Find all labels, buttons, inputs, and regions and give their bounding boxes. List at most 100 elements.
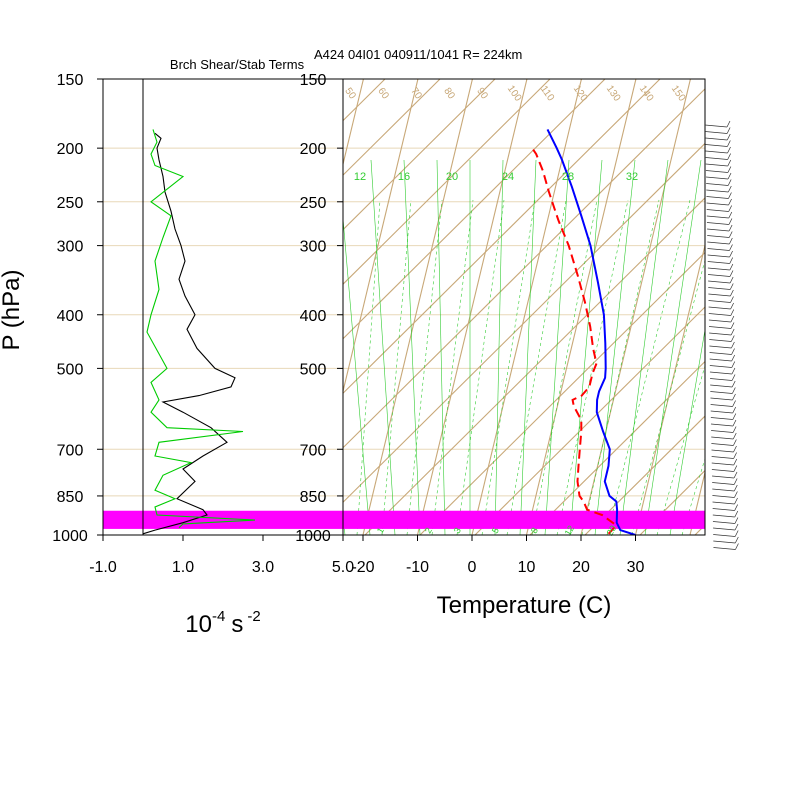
wind-barb-flag [727,140,731,147]
wind-barb-flag [726,127,731,134]
temperature-axis-label: Temperature (C) [437,592,612,619]
wind-barb-flag [731,380,736,388]
left-y-tick-label: 700 [57,442,84,459]
wind-barb [708,313,731,316]
wind-barb-flag [732,432,737,440]
wind-barb-flag [730,302,734,310]
mixing-ratio-line [531,199,598,535]
bottom-ratio-label: 3 [452,526,463,535]
wind-barb [708,326,732,329]
theta-label: 100 [505,84,524,104]
mixing-ratio-label: 32 [626,171,638,183]
wind-barb-flag [735,536,739,544]
wind-barb-flag [727,166,732,173]
right-x-tick-label: 20 [572,559,590,576]
wind-barb-flag [733,445,737,453]
isotherm-line [200,79,309,535]
wind-barb [709,339,732,342]
bottom-ratio-label: 8 [529,526,540,535]
dry-adiabat-line [364,197,705,535]
wind-barb [705,163,728,167]
wind-barb-flag [726,120,731,128]
left-y-tick-label: 1000 [52,528,88,545]
wind-barb [705,150,728,154]
wind-barb [707,267,730,271]
left-x-ticks: -1.0 1.0 3.0 5.0 [89,535,354,576]
wind-barb-flag [729,244,733,251]
bottom-ratio-label: 2 [423,526,434,535]
wind-barb [713,547,736,550]
right-skew-grid [36,79,705,535]
moist-line [403,159,421,535]
isotherm-line [525,79,637,535]
wind-barb [706,215,729,219]
wind-barb-flag [731,374,736,381]
bottom-ratio-label: 1 [375,526,386,535]
moist-line [544,159,570,535]
wind-barb-flag [726,133,731,141]
right-x-ticks: -20 -10 0 10 20 30 [351,535,645,576]
right-y-tick-label: 300 [300,239,327,256]
isotherm-line [362,79,473,535]
wind-barb-flag [730,315,735,323]
theta-label: 50 [342,86,358,102]
wind-barb [710,417,733,420]
isotherm-line [91,79,200,535]
left-x-tick-label: 3.0 [252,559,274,576]
mixing-ratio-label: 12 [354,171,366,183]
isotherm-line [343,79,364,167]
wind-barb-flag [729,270,734,277]
wind-barb [706,183,729,186]
wind-barb [708,319,731,323]
right-y-tick-label: 1000 [295,528,331,545]
bottom-ratio-label: 20 [605,524,619,538]
wind-barb-flag [729,263,734,271]
wind-barb-flag [734,491,738,498]
right-x-tick-label: 30 [627,559,645,576]
theta-label: 70 [408,86,424,102]
wind-barb [710,384,733,388]
left-y-ticks: 150 200 250 300 400 500 700 850 1000 [52,72,103,545]
wind-barb [706,176,729,180]
wind-barb-flag [732,406,737,414]
wind-barb [711,443,734,446]
wind-barb-flag [728,192,732,199]
wind-barb [707,261,730,264]
wind-barb [713,527,736,531]
isotherm-line [36,79,145,535]
wind-barb-flag [732,426,737,433]
wind-barb [711,436,734,440]
moist-line [619,159,669,535]
wind-barb [712,521,735,524]
right-panel-frame [342,78,706,536]
wind-barb [706,189,729,193]
right-x-tick-label: 10 [518,559,536,576]
wind-barb-flag [733,478,738,485]
dry-adiabat-line [474,306,705,535]
wind-barbs [704,120,739,550]
theta-label: 80 [441,86,457,102]
wind-barb-flag [733,484,738,492]
wind-barb-flag [734,510,739,518]
wind-barb-flag [733,439,737,446]
shear-term-line [142,132,236,535]
isotherm-line [580,79,691,535]
theta-label: 110 [538,84,556,104]
wind-barb [708,300,731,303]
dry-adiabat-line [419,251,705,535]
wind-barb [711,449,734,453]
wind-barb [709,352,732,355]
theta-label: 60 [375,86,391,102]
wind-barb-flag [731,354,735,362]
wind-barb [705,170,728,173]
dry-adiabat-line [343,79,661,395]
right-series-group [531,128,636,535]
moist-line [494,159,504,535]
wind-barb [712,514,735,518]
wind-barb [710,397,733,401]
dry-adiabat-line [584,415,705,535]
right-y-tick-label: 400 [300,308,327,325]
wind-barb [709,371,732,375]
temperature-line [546,128,636,535]
